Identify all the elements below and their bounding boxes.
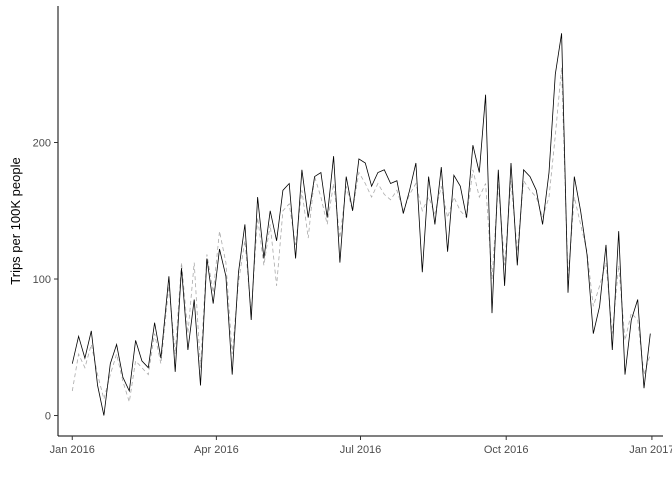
y-tick-label: 200 <box>33 138 51 150</box>
x-tick-label: Apr 2016 <box>194 444 239 456</box>
x-tick-label: Jan 2016 <box>50 444 95 456</box>
series-line-solid <box>71 33 651 416</box>
y-tick-label: 0 <box>45 411 51 423</box>
y-axis-ticks: 0 100 200 <box>33 138 58 423</box>
series-layer <box>71 33 651 416</box>
x-tick-label: Jan 2017 <box>629 444 672 456</box>
y-axis-title: Trips per 100K people <box>8 157 23 284</box>
x-tick-label: Oct 2016 <box>484 444 529 456</box>
y-tick-label: 100 <box>33 274 51 286</box>
x-tick-label: Jul 2016 <box>340 444 382 456</box>
x-axis-ticks: Jan 2016 Apr 2016 Jul 2016 Oct 2016 Jan 2017 <box>50 436 672 456</box>
